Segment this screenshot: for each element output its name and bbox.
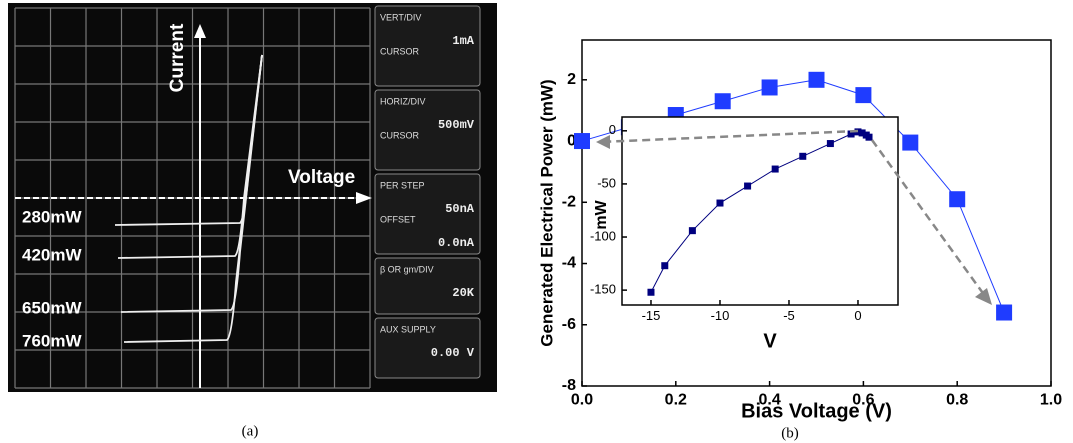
scope-panel [374, 5, 481, 87]
y-tick-label: -6 [562, 316, 576, 333]
x-tick-label: 0.4 [758, 392, 780, 409]
marker [855, 87, 872, 104]
curve-label: 420mW [22, 245, 82, 264]
oscilloscope-photo: VERT/DIV 1mA CURSOR HORIZ/DIV 500mV CURSOR PER… [8, 3, 497, 392]
marker [744, 182, 752, 190]
marker [688, 227, 696, 235]
x-tick-label: 0 [854, 308, 861, 323]
curve-label: 650mW [22, 298, 82, 317]
x-tick-label: 0.0 [571, 392, 593, 409]
marker [996, 304, 1013, 321]
scope-arrow [356, 192, 372, 204]
marker [574, 133, 590, 150]
scope-panel [374, 257, 481, 315]
curve-label: 280mW [22, 207, 82, 226]
x-tick-label: -10 [711, 308, 730, 323]
y-tick-label: -50 [597, 175, 616, 190]
y-tick-label: 0 [567, 132, 576, 149]
x-tick-label: -15 [642, 308, 661, 323]
callout-arrow [599, 129, 859, 144]
x-tick-label: 0.6 [852, 392, 874, 409]
y-axis-title: mW [593, 199, 610, 229]
caption: (b) [781, 425, 799, 441]
marker [771, 165, 779, 173]
scope-curve [117, 54, 263, 259]
y-tick-label: -8 [562, 377, 576, 394]
callout-arrow [870, 139, 987, 297]
marker [902, 134, 919, 151]
x-axis-title: V [763, 330, 777, 352]
callout-head [596, 135, 610, 149]
callout-head [975, 288, 992, 305]
panel-label: CURSOR [380, 130, 420, 140]
panel-label: AUX SUPPLY [380, 324, 436, 334]
current-label: Current [167, 23, 188, 92]
curve-label: 760mW [22, 331, 82, 350]
x-axis-title: Bias Voltage (V) [741, 400, 892, 422]
marker [865, 133, 873, 141]
panel-label: HORIZ/DIV [380, 96, 426, 106]
marker [949, 191, 966, 208]
scope-panel [374, 173, 481, 255]
y-tick-label: -150 [590, 282, 616, 297]
marker [661, 262, 669, 270]
panel-value: 0.00 V [431, 346, 475, 360]
x-tick-label: 0.8 [946, 392, 968, 409]
x-tick-label: 1.0 [1040, 392, 1062, 409]
plot-frame [621, 116, 899, 306]
panel-label: β OR gm/DIV [380, 264, 434, 274]
x-tick-label: 0.2 [665, 392, 687, 409]
marker [858, 129, 866, 137]
marker [808, 71, 825, 88]
panel-value: 20K [452, 286, 474, 300]
scope-arrow [194, 24, 206, 38]
voltage-label: Voltage [288, 167, 355, 188]
panel-label: CURSOR [380, 46, 420, 56]
scope-curve [123, 54, 263, 343]
marker [826, 140, 834, 148]
y-tick-label: -2 [562, 194, 576, 211]
y-axis-title: Generated Electrical Power (mW) [537, 79, 556, 346]
y-tick-label: 0 [609, 122, 616, 137]
marker [714, 93, 731, 110]
panel-value: 500mV [438, 118, 475, 132]
marker [799, 152, 807, 160]
x-tick-label: -5 [783, 308, 795, 323]
scope-panel [374, 317, 481, 379]
panel-label: VERT/DIV [380, 12, 421, 22]
caption: (a) [242, 423, 259, 439]
panel-label: PER STEP [380, 180, 425, 190]
marker [716, 199, 724, 207]
marker [847, 130, 855, 138]
y-tick-label: -4 [562, 255, 576, 272]
scope-panel [374, 89, 481, 171]
y-tick-label: -100 [590, 228, 616, 243]
panel-value: 0.0nA [438, 236, 475, 250]
y-tick-label: 2 [567, 71, 576, 88]
marker [761, 79, 778, 96]
marker [647, 288, 655, 296]
panel-label: OFFSET [380, 214, 416, 224]
panel-value: 1mA [452, 34, 474, 48]
panel-value: 50nA [445, 202, 475, 216]
photo-labels: Current Voltage 280mW 420mW 650mW 760mW [22, 23, 355, 350]
